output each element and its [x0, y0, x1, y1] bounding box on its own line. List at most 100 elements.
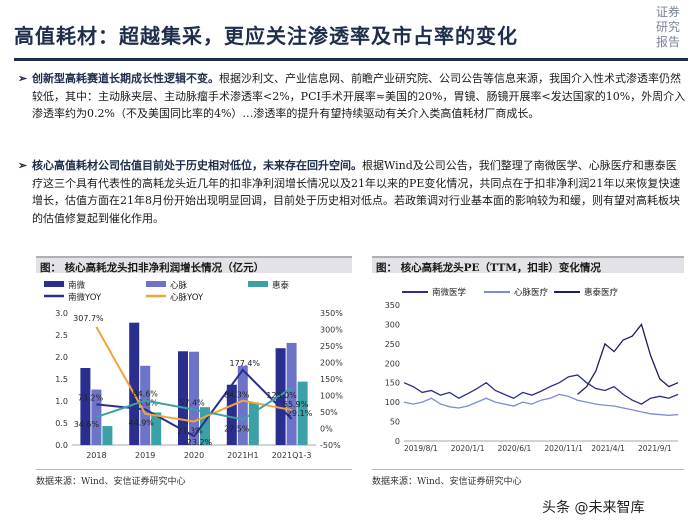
bar-心脉	[140, 365, 151, 445]
line-南微YOY	[96, 368, 293, 438]
line-心脉YOY	[95, 326, 292, 423]
x-tick-label: 2020/1/1	[451, 444, 485, 453]
pe-line-chart: 南微医学 心脉医疗 惠泰医疗 0 50 100 150 200 250 300 350 2019/8/…	[385, 287, 679, 453]
line-惠泰YOY	[96, 387, 293, 421]
x-tick-label: 2019/8/1	[404, 444, 438, 453]
y-tick-label: 100	[385, 398, 400, 407]
watermark: 头条 @未来智库	[542, 500, 645, 516]
y-tick-label: 50	[390, 418, 400, 427]
legend-label: 心脉YOY	[170, 292, 204, 303]
x-tick-label: 2019	[135, 451, 155, 460]
y-tick-label: 0.5	[55, 419, 68, 428]
legend-label: 南微YOY	[68, 292, 102, 303]
right-source-rule	[372, 469, 684, 470]
legend-label: 心脉医疗	[514, 287, 549, 298]
legend-label: 南微	[68, 280, 86, 291]
y-tick-label: 1.5	[55, 375, 68, 384]
y2-tick-label: 100%	[320, 392, 343, 401]
bar-南微	[80, 368, 91, 445]
bar-心脉	[189, 351, 199, 445]
data-label-心脉YOY: 44.9%	[128, 419, 154, 428]
bar-惠泰	[102, 426, 113, 445]
bar-心脉	[286, 342, 297, 445]
x-tick-label: 2020	[184, 451, 204, 460]
x-tick-label: 2021Q1-3	[272, 451, 312, 460]
y-tick-label: 0	[395, 437, 400, 446]
data-label-南微YOY: -23.2%	[184, 438, 213, 447]
left-source-rule	[36, 469, 352, 470]
y2-tick-label: 300%	[320, 326, 343, 335]
data-label-心脉YOY: 307.7%	[73, 314, 104, 323]
y2-tick-label: 50%	[320, 408, 338, 417]
legend-label: 南微医学	[432, 287, 467, 298]
x-tick-label: 2021/4/1	[591, 444, 625, 453]
bullet-2: ➢ 核心高值耗材公司估值目前处于历史相对低位，未来存在回升空间。根据Wind及公…	[18, 157, 686, 227]
data-label-南微YOY: 58.0%	[132, 398, 158, 407]
right-chart-caption: 图： 核心高耗龙头PE（TTM，扣非）变化情况	[372, 256, 684, 273]
bar-南微	[178, 351, 188, 445]
check-arrow-icon: ➢	[18, 72, 28, 85]
bullet-2-body: 根据Wind及公司公告，我们整理了南微医学、心脉医疗和惠泰医疗这三个具有代表性的…	[32, 159, 681, 225]
bar-南微	[275, 348, 286, 445]
bar-心脉	[91, 389, 102, 445]
x-tick-label: 2021/9/1	[638, 444, 672, 453]
data-label-南微YOY: 29.1%	[287, 409, 313, 418]
line-南微医学	[403, 374, 679, 405]
y-tick-label: 150	[385, 379, 400, 388]
y2-tick-label: 350%	[320, 309, 343, 318]
bullet-2-lead: 核心高值耗材公司估值目前处于历史相对低位，未来存在回升空间。	[32, 159, 362, 172]
y-tick-label: 2.5	[55, 331, 68, 340]
x-tick-label: 2018	[86, 451, 106, 460]
data-label-心脉YOY: 21.3%	[177, 426, 203, 435]
y2-tick-label: 250%	[320, 342, 343, 351]
brand-line: 报告	[655, 35, 680, 49]
data-label-惠泰YOY: 123.0%	[266, 391, 297, 400]
left-chart-source: 数据来源：Wind、安信证券研究中心	[36, 477, 186, 487]
legend-label: 惠泰	[272, 280, 290, 291]
title-rule	[14, 58, 688, 61]
brand-line: 证券	[655, 5, 680, 19]
data-label-南微YOY: 73.2%	[78, 393, 104, 402]
data-label-惠泰YOY: 34.6%	[74, 420, 100, 429]
bullet-1-body: 根据沙利文、产业信息网、前瞻产业研究院、公司公告等信息来源，我国介入性术式渗透率…	[32, 72, 686, 120]
y-tick-label: 300	[385, 320, 400, 329]
check-arrow-icon: ➢	[18, 159, 28, 172]
y-tick-label: 2.0	[55, 353, 68, 362]
data-label-惠泰YOY: 57.4%	[179, 399, 205, 408]
bar-惠泰	[151, 412, 162, 445]
page-title: 高值耗材：超越集采，更应关注渗透率及市占率的变化	[14, 24, 518, 48]
x-tick-label: 2020/11/1	[544, 444, 583, 453]
y-tick-label: 0.0	[55, 441, 68, 450]
bar-惠泰	[297, 381, 308, 445]
legend-swatch	[248, 281, 268, 287]
x-tick-label: 2020/6/1	[498, 444, 532, 453]
legend-label: 惠泰医疗	[584, 287, 619, 298]
brand-line: 研究	[655, 20, 680, 34]
legend-swatch	[146, 281, 166, 287]
bullet-1: ➢ 创新型高耗赛道长期成长性逻辑不变。根据沙利文、产业信息网、前瞻产业研究院、公…	[18, 70, 686, 123]
y2-tick-label: 150%	[320, 375, 343, 384]
y-tick-label: 350	[385, 301, 400, 310]
data-label-惠泰YOY: 84.6%	[132, 390, 158, 399]
right-chart-source: 数据来源：Wind、安信证券研究中心	[372, 477, 522, 487]
bar-惠泰	[248, 402, 259, 445]
bar-惠泰	[200, 407, 210, 445]
y2-tick-label: 200%	[320, 359, 343, 368]
data-label-心脉YOY: 55.9%	[283, 400, 309, 409]
legend-swatch	[44, 281, 64, 287]
data-label-心脉YOY: 84.3%	[224, 391, 250, 400]
data-label-惠泰YOY: 27.5%	[224, 424, 250, 433]
y-tick-label: 3.0	[55, 309, 68, 318]
y-tick-label: 250	[385, 340, 400, 349]
bar-南微	[226, 384, 237, 445]
y-tick-label: 200	[385, 359, 400, 368]
brand-logo: 证券 研究 报告	[646, 5, 690, 50]
y2-tick-label: -50%	[320, 441, 341, 450]
bullet-1-lead: 创新型高耗赛道长期成长性逻辑不变。	[32, 72, 219, 85]
bar-心脉	[237, 365, 248, 445]
left-chart-caption: 图： 核心高耗龙头扣非净利润增长情况（亿元）	[36, 256, 352, 273]
x-tick-label: 2021H1	[227, 451, 258, 460]
line-惠泰医疗	[577, 323, 679, 395]
y2-tick-label: 0%	[320, 425, 333, 434]
